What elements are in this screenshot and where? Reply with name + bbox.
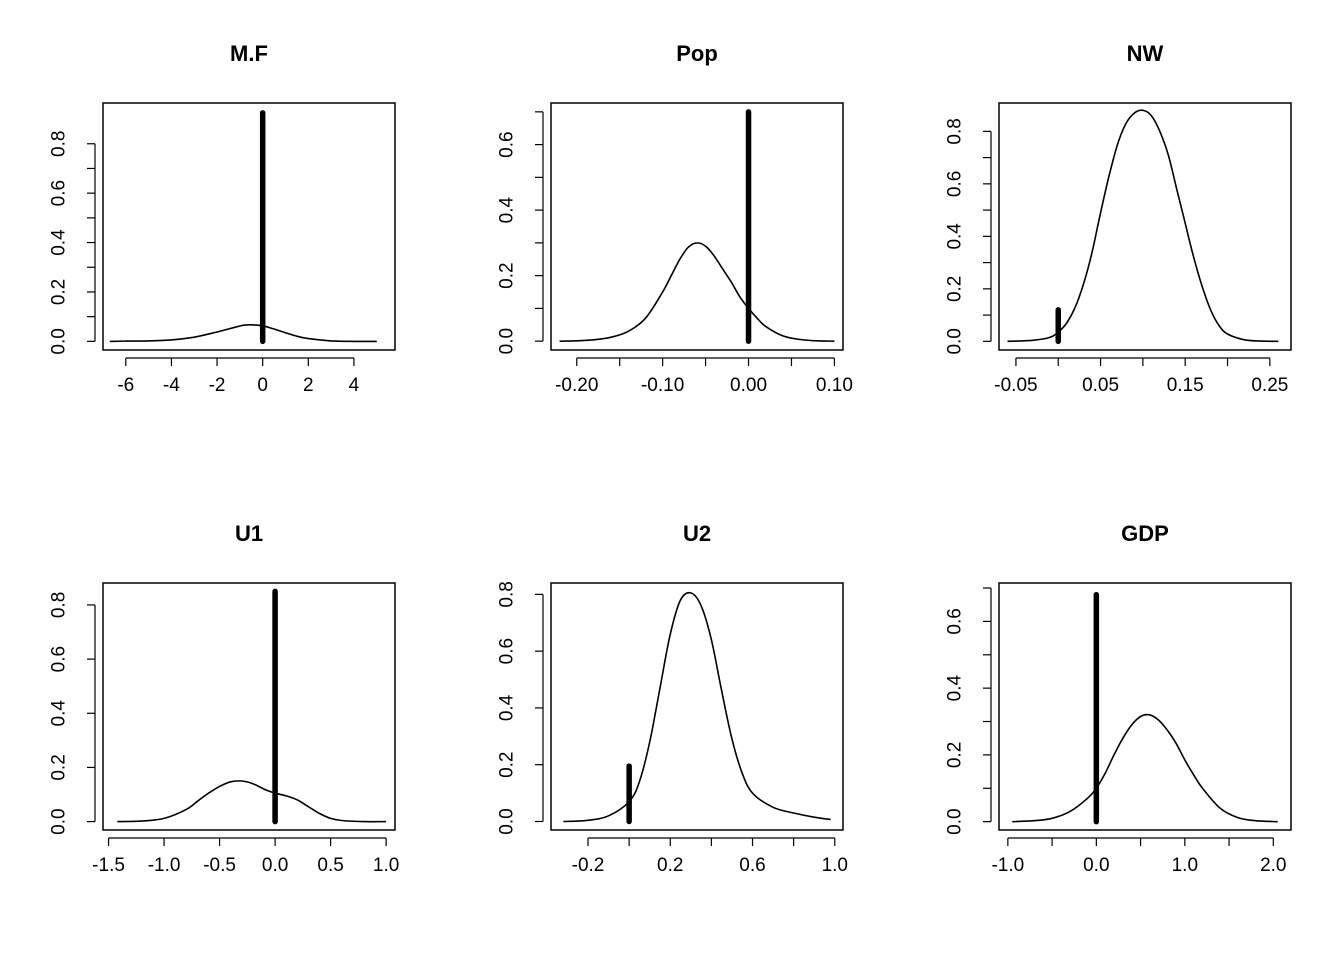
y-tick-label: 0.6 xyxy=(945,171,966,197)
y-tick-label: 0.0 xyxy=(49,808,70,834)
y-tick-label: 0.0 xyxy=(49,328,70,354)
x-tick-label: -6 xyxy=(117,375,134,396)
y-tick-label: 0.0 xyxy=(945,328,966,354)
panel-title: NW xyxy=(1127,41,1164,66)
x-tick-label: 0.10 xyxy=(816,375,853,396)
y-tick-label: 0.6 xyxy=(497,131,518,157)
y-tick-label: 0.4 xyxy=(49,229,70,256)
y-tick-label: 0.2 xyxy=(49,279,70,305)
density-curve xyxy=(563,591,831,823)
y-tick-label: 0.2 xyxy=(49,754,70,780)
density-curve xyxy=(117,780,387,823)
x-tick-label: 0.00 xyxy=(730,375,767,396)
y-tick-label: 0.2 xyxy=(497,751,518,777)
y-tick-label: 0.0 xyxy=(945,808,966,834)
y-tick-label: 0.2 xyxy=(945,742,966,768)
y-tick-label: 0.4 xyxy=(945,223,966,250)
panel-2: NW -0.05 0.05 0.15 0.25 0.0 0.2 0.4 0.6 0.8 xyxy=(945,41,1292,396)
plot-frame xyxy=(998,582,1292,831)
panel-title: M.F xyxy=(230,41,268,66)
y-tick-label: 0.8 xyxy=(49,592,70,618)
y-tick-label: 0.4 xyxy=(497,694,518,721)
density-curve xyxy=(109,323,377,343)
x-tick-label: -1.0 xyxy=(991,855,1024,876)
y-tick-label: 0.0 xyxy=(497,328,518,354)
x-tick-label: 0.2 xyxy=(657,855,683,876)
y-tick-label: 0.2 xyxy=(945,276,966,302)
x-tick-label: -0.05 xyxy=(994,375,1037,396)
panel-title: Pop xyxy=(676,41,718,66)
density-curve xyxy=(1007,109,1279,343)
x-tick-label: 0.15 xyxy=(1167,375,1204,396)
x-tick-label: 0.5 xyxy=(317,855,343,876)
panel-title: GDP xyxy=(1121,521,1169,546)
y-tick-label: 0.0 xyxy=(497,808,518,834)
y-tick-label: 0.8 xyxy=(945,118,966,144)
x-tick-label: -4 xyxy=(163,375,180,396)
plot-frame xyxy=(550,582,844,831)
plot-frame xyxy=(550,102,844,351)
x-tick-label: 0.0 xyxy=(262,855,288,876)
y-tick-label: 0.6 xyxy=(49,646,70,672)
y-tick-label: 0.8 xyxy=(49,131,70,157)
x-tick-label: -1.0 xyxy=(148,855,181,876)
plot-frame xyxy=(102,102,396,351)
x-tick-label: -2 xyxy=(209,375,226,396)
y-tick-label: 0.4 xyxy=(497,196,518,223)
y-tick-label: 0.4 xyxy=(49,700,70,727)
x-tick-label: 0.6 xyxy=(739,855,765,876)
x-tick-label: 1.0 xyxy=(822,855,848,876)
y-tick-label: 0.2 xyxy=(497,262,518,288)
x-tick-label: -0.10 xyxy=(641,375,684,396)
x-tick-label: 4 xyxy=(349,375,360,396)
panel-title: U2 xyxy=(683,521,711,546)
x-tick-label: -0.5 xyxy=(203,855,236,876)
panel-1: Pop -0.20 -0.10 0.00 0.10 0.0 0.2 0.4 0.6 xyxy=(497,41,853,396)
y-tick-label: 0.8 xyxy=(497,581,518,607)
x-tick-label: 0.25 xyxy=(1251,375,1288,396)
y-tick-label: 0.6 xyxy=(497,638,518,664)
density-curve xyxy=(1012,713,1278,823)
panel-title: U1 xyxy=(235,521,263,546)
x-tick-label: -1.5 xyxy=(92,855,125,876)
panel-0: M.F -6 -4 -2 0 2 4 0.0 0.2 0.4 0.6 0.8 xyxy=(49,41,396,396)
x-tick-label: 0.0 xyxy=(1083,855,1109,876)
panel-3: U1 -1.5 -1.0 -0.5 0.0 0.5 1.0 0.0 0.2 0.4 0.6 0.8 xyxy=(49,521,400,876)
panel-5: GDP -1.0 0.0 1.0 2.0 0.0 0.2 0.4 0.6 xyxy=(945,521,1292,876)
x-tick-label: -0.20 xyxy=(555,375,598,396)
x-tick-label: 1.0 xyxy=(373,855,399,876)
x-tick-label: 1.0 xyxy=(1172,855,1198,876)
x-tick-label: -0.2 xyxy=(572,855,605,876)
y-tick-label: 0.6 xyxy=(945,608,966,634)
x-tick-label: 0.05 xyxy=(1082,375,1119,396)
y-tick-label: 0.6 xyxy=(49,180,70,206)
plot-frame xyxy=(998,102,1292,351)
density-curve xyxy=(559,242,835,342)
x-tick-label: 0 xyxy=(257,375,268,396)
panel-4: U2 -0.2 0.2 0.6 1.0 0.0 0.2 0.4 0.6 0.8 xyxy=(497,521,848,876)
x-tick-label: 2.0 xyxy=(1260,855,1286,876)
y-tick-label: 0.4 xyxy=(945,675,966,702)
x-tick-label: 2 xyxy=(303,375,314,396)
plot-frame xyxy=(102,582,396,831)
